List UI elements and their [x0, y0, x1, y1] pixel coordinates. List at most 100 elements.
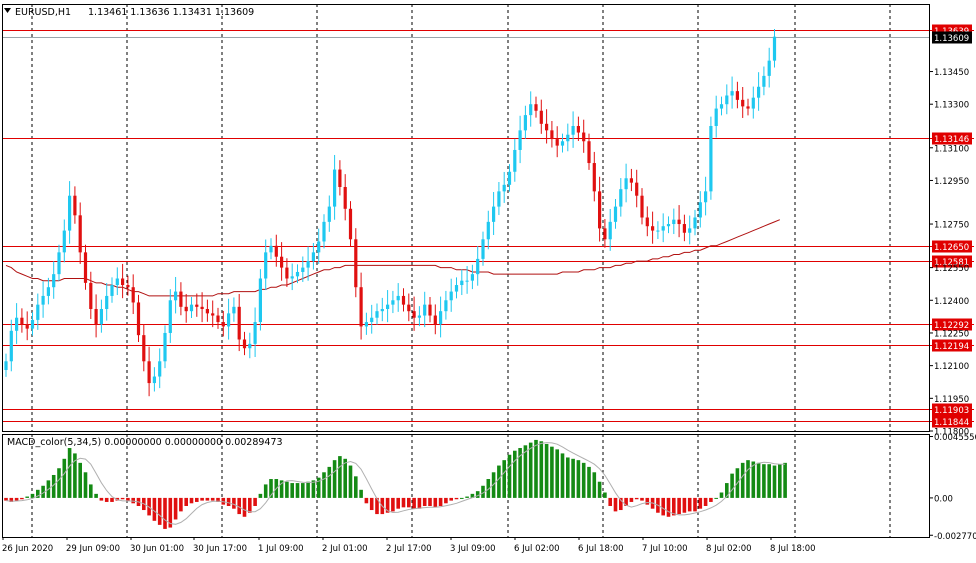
candle-bearish[interactable] [640, 195, 644, 218]
candle-bullish[interactable] [465, 280, 469, 282]
candle-bullish[interactable] [232, 306, 236, 314]
candle-bearish[interactable] [651, 226, 655, 231]
candle-bearish[interactable] [195, 304, 199, 307]
candle-bearish[interactable] [746, 106, 750, 109]
candle-bullish[interactable] [693, 217, 697, 229]
candle-bullish[interactable] [364, 322, 368, 327]
candle-bearish[interactable] [179, 291, 183, 307]
candle-bearish[interactable] [121, 278, 125, 286]
candle-bullish[interactable] [507, 171, 512, 185]
candle-bullish[interactable] [608, 221, 612, 240]
candle-bullish[interactable] [290, 276, 294, 279]
candle-bullish[interactable] [396, 295, 400, 301]
candle-bearish[interactable] [592, 163, 596, 192]
candle-bullish[interactable] [68, 195, 72, 231]
candle-bearish[interactable] [587, 141, 591, 164]
candle-bullish[interactable] [370, 317, 374, 323]
candle-bearish[interactable] [359, 287, 363, 327]
candle-bullish[interactable] [41, 295, 45, 305]
candle-bullish[interactable] [476, 258, 480, 275]
candle-bullish[interactable] [571, 126, 575, 135]
candle-bullish[interactable] [52, 274, 56, 288]
candle-bearish[interactable] [603, 228, 607, 240]
candle-bullish[interactable] [439, 311, 443, 325]
candle-bullish[interactable] [709, 126, 713, 192]
candle-bullish[interactable] [762, 75, 766, 87]
candle-bullish[interactable] [513, 149, 517, 172]
candle-bullish[interactable] [566, 134, 570, 142]
candle-bullish[interactable] [306, 261, 310, 268]
candle-bullish[interactable] [152, 376, 156, 384]
candle-bullish[interactable] [767, 60, 771, 76]
candle-bearish[interactable] [89, 282, 93, 309]
candle-bullish[interactable] [174, 291, 178, 301]
candle-bullish[interactable] [253, 322, 257, 344]
candle-bearish[interactable] [354, 239, 358, 288]
candle-bearish[interactable] [576, 126, 580, 133]
candle-bullish[interactable] [99, 309, 103, 325]
candle-bearish[interactable] [635, 182, 639, 196]
candle-bullish[interactable] [391, 300, 395, 305]
candle-bearish[interactable] [407, 304, 411, 312]
candle-bullish[interactable] [375, 311, 379, 318]
candle-bullish[interactable] [688, 228, 692, 233]
candle-bullish[interactable] [449, 291, 453, 301]
candle-bullish[interactable] [317, 241, 321, 253]
candle-bearish[interactable] [412, 311, 416, 318]
candle-bearish[interactable] [147, 361, 151, 384]
candle-bearish[interactable] [83, 252, 88, 283]
candle-bearish[interactable] [645, 217, 649, 227]
candle-bearish[interactable] [94, 309, 98, 325]
candle-bearish[interactable] [348, 208, 353, 240]
candle-bullish[interactable] [481, 239, 485, 259]
candle-bullish[interactable] [248, 343, 252, 349]
candle-bullish[interactable] [502, 184, 506, 192]
candle-bearish[interactable] [338, 169, 342, 187]
candle-bullish[interactable] [470, 274, 474, 281]
candle-bullish[interactable] [560, 141, 565, 146]
candle-bullish[interactable] [110, 285, 114, 296]
candle-bearish[interactable] [629, 178, 633, 183]
candle-bearish[interactable] [428, 304, 432, 316]
candle-bearish[interactable] [550, 130, 554, 140]
candle-bullish[interactable] [301, 267, 305, 272]
candle-bearish[interactable] [401, 295, 406, 305]
candle-bullish[interactable] [757, 86, 761, 98]
candle-bearish[interactable] [539, 110, 543, 124]
candle-bullish[interactable] [529, 104, 533, 116]
candle-bullish[interactable] [380, 309, 384, 312]
candle-bearish[interactable] [142, 335, 146, 362]
candle-bullish[interactable] [4, 361, 8, 370]
candle-bearish[interactable] [184, 306, 188, 312]
candle-bearish[interactable] [274, 245, 278, 257]
candle-bullish[interactable] [295, 271, 300, 277]
candle-bullish[interactable] [46, 287, 50, 296]
candle-bearish[interactable] [221, 322, 225, 327]
candle-bullish[interactable] [656, 230, 660, 232]
candle-bearish[interactable] [20, 317, 24, 325]
candle-bearish[interactable] [280, 256, 284, 268]
candle-bearish[interactable] [741, 99, 745, 107]
candle-bearish[interactable] [677, 219, 681, 225]
candle-bearish[interactable] [211, 313, 215, 316]
candle-bearish[interactable] [216, 315, 220, 323]
candle-bearish[interactable] [598, 191, 602, 229]
candle-bullish[interactable] [725, 95, 729, 105]
candle-bearish[interactable] [131, 287, 135, 303]
candle-bullish[interactable] [772, 36, 777, 61]
candle-bullish[interactable] [264, 252, 268, 279]
candle-bearish[interactable] [78, 215, 82, 253]
candle-bullish[interactable] [189, 304, 194, 312]
candle-bullish[interactable] [158, 361, 162, 377]
candle-bullish[interactable] [518, 130, 522, 150]
candle-bearish[interactable] [735, 91, 739, 100]
candle-bearish[interactable] [682, 224, 686, 233]
candle-bearish[interactable] [433, 315, 437, 325]
candle-bearish[interactable] [136, 302, 141, 336]
candle-bullish[interactable] [105, 295, 109, 309]
candle-bullish[interactable] [269, 245, 273, 253]
candle-bullish[interactable] [258, 278, 262, 323]
candle-bullish[interactable] [36, 304, 40, 320]
candle-bullish[interactable] [704, 191, 708, 203]
